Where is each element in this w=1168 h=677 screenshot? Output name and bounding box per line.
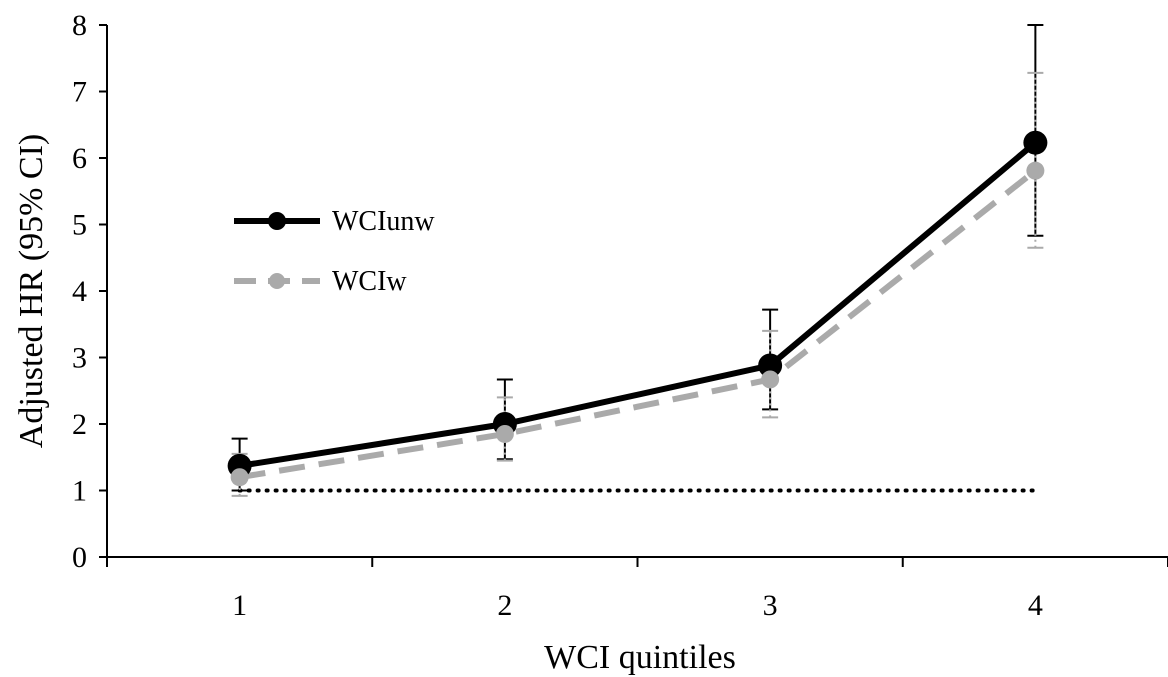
y-tick-label-1: 1 (72, 475, 87, 508)
legend-label-wciw: WCIw (332, 266, 407, 297)
y-tick-label-5: 5 (72, 209, 87, 242)
series-line-wciunw (239, 140, 1038, 469)
y-tick-label-8: 8 (72, 9, 87, 42)
legend-label-wciunw: WCIunw (332, 206, 435, 237)
point-wciw-3 (761, 370, 780, 389)
series-lines (239, 140, 1038, 481)
point-wciw-1 (230, 468, 249, 487)
point-wciw-2 (495, 424, 514, 443)
legend: WCIunw WCIw (234, 206, 435, 297)
y-tick-label-2: 2 (72, 408, 87, 441)
x-axis-title: WCI quintiles (544, 639, 736, 676)
series-points (227, 130, 1048, 487)
x-tick-label-1: 1 (232, 589, 247, 622)
x-tick-label-2: 2 (497, 589, 512, 622)
y-tick-label-7: 7 (72, 76, 87, 109)
legend-marker-wciw (269, 273, 285, 289)
point-wciunw-3 (758, 353, 783, 378)
y-tick-label-3: 3 (72, 342, 87, 375)
legend-marker-wciunw (268, 212, 286, 230)
y-tick-label-4: 4 (72, 275, 87, 308)
point-wciunw-4 (1023, 130, 1048, 155)
point-wciw-4 (1026, 161, 1045, 180)
series-line-wciw (239, 168, 1038, 481)
y-tick-label-6: 6 (72, 142, 87, 175)
tick-labels: 0 1 2 3 4 5 6 7 8 1 2 3 4 (72, 9, 1043, 622)
x-tick-label-3: 3 (763, 589, 778, 622)
y-axis-title: Adjusted HR (95% CI) (13, 134, 50, 448)
x-tick-label-4: 4 (1028, 589, 1043, 622)
y-tick-label-0: 0 (72, 541, 87, 574)
axes (99, 24, 1168, 567)
